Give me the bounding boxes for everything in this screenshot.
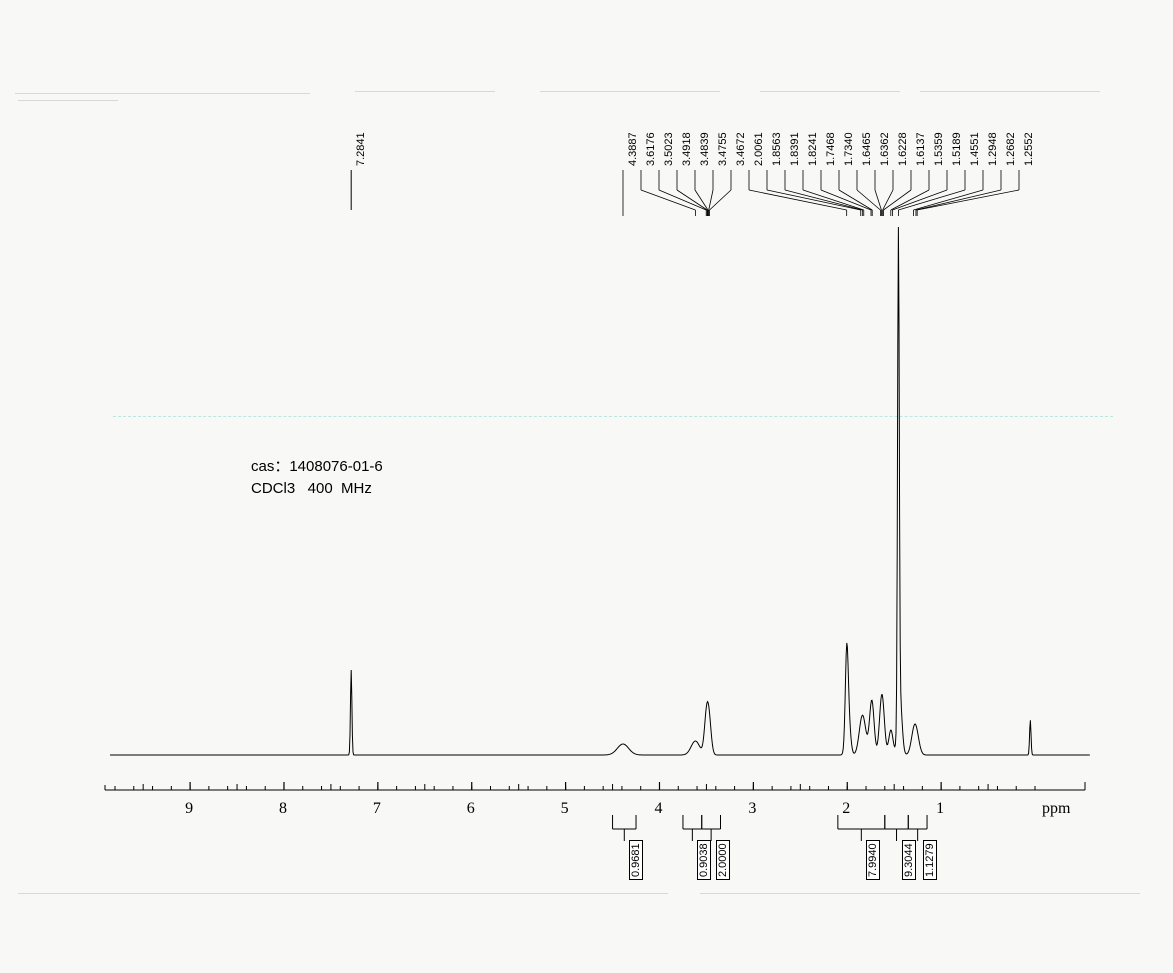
peak-label: 3.4839 bbox=[699, 132, 711, 166]
peak-label: 1.6362 bbox=[879, 132, 891, 166]
integral-label: 0.9681 bbox=[629, 840, 643, 880]
axis-tick-8: 8 bbox=[279, 800, 287, 818]
peak-label: 2.0061 bbox=[753, 132, 765, 166]
peak-label: 1.8563 bbox=[771, 132, 783, 166]
peak-label: 1.2552 bbox=[1023, 132, 1035, 166]
peak-label: 1.8391 bbox=[789, 132, 801, 166]
integral-label: 0.9038 bbox=[697, 840, 711, 880]
integral-label: 2.0000 bbox=[716, 840, 730, 880]
peak-label: 3.5023 bbox=[663, 132, 675, 166]
axis-tick-3: 3 bbox=[748, 800, 756, 818]
peak-label: 1.4551 bbox=[969, 132, 981, 166]
axis-tick-4: 4 bbox=[654, 800, 662, 818]
peak-label: 1.7340 bbox=[843, 132, 855, 166]
axis-tick-6: 6 bbox=[467, 800, 475, 818]
peak-label: 7.2841 bbox=[355, 132, 367, 166]
integral-label: 1.1279 bbox=[923, 840, 937, 880]
peak-label: 3.4755 bbox=[717, 132, 729, 166]
axis-tick-7: 7 bbox=[373, 800, 381, 818]
peak-label: 1.5359 bbox=[933, 132, 945, 166]
peak-label: 3.4918 bbox=[681, 132, 693, 166]
peak-label: 1.2682 bbox=[1005, 132, 1017, 166]
axis-unit-label: ppm bbox=[1042, 800, 1070, 818]
axis-tick-5: 5 bbox=[561, 800, 569, 818]
axis-tick-9: 9 bbox=[185, 800, 193, 818]
peak-label: 1.7468 bbox=[825, 132, 837, 166]
peak-label: 1.8241 bbox=[807, 132, 819, 166]
peak-label: 1.6465 bbox=[861, 132, 873, 166]
peak-label: 1.6137 bbox=[915, 132, 927, 166]
integral-label: 9.3044 bbox=[902, 840, 916, 880]
peak-label: 3.6176 bbox=[645, 132, 657, 166]
peak-label: 3.4672 bbox=[735, 132, 747, 166]
peak-label: 4.3887 bbox=[627, 132, 639, 166]
peak-label: 1.6228 bbox=[897, 132, 909, 166]
axis-tick-2: 2 bbox=[842, 800, 850, 818]
peak-label: 1.2948 bbox=[987, 132, 999, 166]
nmr-spectrum-page: { "page": { "width": 1173, "height": 973… bbox=[0, 0, 1173, 973]
integral-label: 7.9940 bbox=[866, 840, 880, 880]
peak-label: 1.5189 bbox=[951, 132, 963, 166]
axis-tick-1: 1 bbox=[936, 800, 944, 818]
